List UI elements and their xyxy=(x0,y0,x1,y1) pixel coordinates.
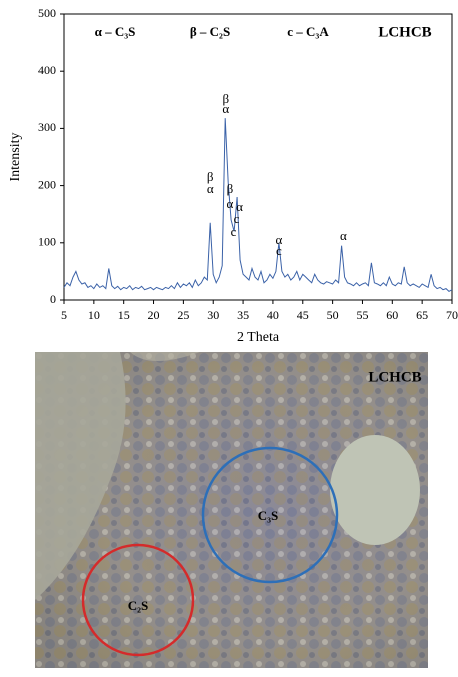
x-tick-label: 45 xyxy=(297,308,309,322)
sample-label: LCHCB xyxy=(378,24,431,40)
x-tick-label: 35 xyxy=(237,308,249,322)
peak-annotation: α xyxy=(236,199,243,214)
phase-label: α – C₃S xyxy=(95,24,136,39)
phase-label: β – C₂S xyxy=(190,24,230,39)
y-tick-label: 100 xyxy=(38,235,56,249)
pore xyxy=(330,435,420,545)
peak-annotation: α xyxy=(227,196,234,211)
peak-annotation: β xyxy=(227,181,234,196)
x-tick-label: 40 xyxy=(267,308,279,322)
x-tick-label: 30 xyxy=(207,308,219,322)
y-tick-label: 200 xyxy=(38,177,56,191)
peak-annotation: β xyxy=(222,91,229,106)
peak-annotation: c xyxy=(231,224,237,239)
x-tick-label: 5 xyxy=(61,308,67,322)
x-tick-label: 70 xyxy=(446,308,458,322)
region-circle xyxy=(201,446,339,584)
x-tick-label: 60 xyxy=(386,308,398,322)
y-tick-label: 500 xyxy=(38,6,56,20)
x-tick-label: 15 xyxy=(118,308,130,322)
pore xyxy=(35,352,126,600)
micrograph: LCHCB C₃S C₂S xyxy=(35,352,428,668)
peak-annotation: α xyxy=(222,101,229,116)
peak-annotation: c xyxy=(234,211,240,226)
peak-annotation: α xyxy=(340,228,347,243)
phase-label: c – C₃A xyxy=(287,24,329,39)
peak-annotation: c xyxy=(276,243,282,258)
micrograph-label: LCHCB xyxy=(368,369,421,385)
plot-frame xyxy=(63,13,453,301)
y-tick-label: 400 xyxy=(38,63,56,77)
pore xyxy=(35,352,200,361)
x-tick-label: 10 xyxy=(88,308,100,322)
y-tick-label: 0 xyxy=(50,292,56,306)
x-axis-label: 2 Theta xyxy=(237,330,280,345)
x-tick-label: 20 xyxy=(148,308,160,322)
peak-annotation: α xyxy=(207,181,214,196)
x-tick-label: 55 xyxy=(356,308,368,322)
x-tick-label: 65 xyxy=(416,308,428,322)
x-tick-label: 25 xyxy=(177,308,189,322)
y-axis-label: Intensity xyxy=(8,133,23,182)
peak-annotation: α xyxy=(275,232,282,247)
y-tick-label: 300 xyxy=(38,120,56,134)
region-label: C₃S xyxy=(258,508,279,523)
region-circle xyxy=(81,543,195,657)
plot: 0 100 200 300 400 500 5 10 15 20 25 30 35 40 45 50 55 60 6… xyxy=(38,6,458,322)
region-label: C₂S xyxy=(128,598,149,613)
data-line xyxy=(63,118,453,293)
peak-annotation: β xyxy=(207,169,214,184)
x-tick-label: 50 xyxy=(327,308,339,322)
